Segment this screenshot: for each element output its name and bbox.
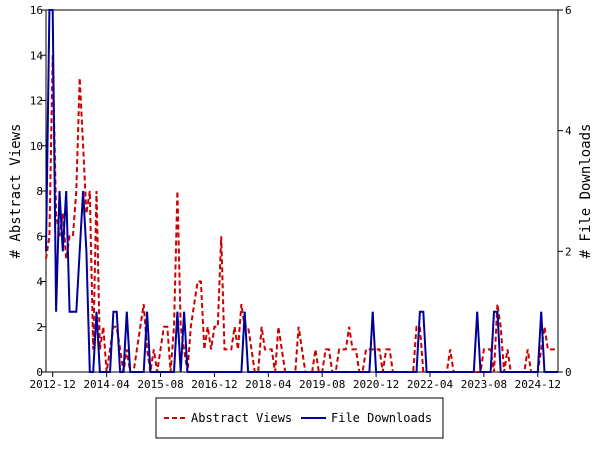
y-right-tick-label: 2: [565, 245, 572, 258]
x-tick-label: 2018-04: [245, 378, 292, 391]
axes-layer: 0 2 4 6 8 10 12 14 16 0 2 4 6 2012-12 2014-04 2015-08 20…: [30, 4, 572, 391]
y-left-tick-label: 2: [36, 321, 43, 334]
y-axis-left-title: # Abstract Views: [8, 124, 24, 259]
y-left-tick-label: 0: [36, 366, 43, 379]
y-left-tick-label: 12: [30, 95, 43, 108]
x-tick-label: 2020-12: [353, 378, 399, 391]
x-tick-label: 2023-08: [461, 378, 507, 391]
y-left-tick-label: 16: [30, 4, 43, 17]
series-layer: [45, 9, 558, 373]
y-left-tick-label: 10: [30, 140, 43, 153]
y-left-tick-label: 14: [30, 49, 44, 62]
y-axis-right-title: # File Downloads: [578, 124, 594, 259]
y-left-tick-label: 4: [36, 276, 43, 289]
y-left-tick-label: 8: [36, 185, 43, 198]
legend-label-file-downloads: File Downloads: [331, 411, 432, 425]
x-tick-label: 2024-12: [515, 378, 561, 391]
x-tick-label: 2012-12: [30, 378, 76, 391]
legend-box: [155, 397, 444, 439]
plot-area: [45, 9, 559, 373]
y-right-tick-label: 0: [565, 366, 572, 379]
x-tick-label: 2022-04: [407, 378, 454, 391]
series-line-file-downloads: [45, 9, 558, 373]
x-tick-label: 2019-08: [299, 378, 345, 391]
legend-label-abstract-views: Abstract Views: [191, 411, 292, 425]
x-tick-label: 2014-04: [83, 378, 130, 391]
plot-frame: [45, 9, 559, 373]
x-tick-label: 2015-08: [137, 378, 183, 391]
x-tick-label: 2016-12: [191, 378, 237, 391]
y-left-tick-label: 6: [36, 230, 43, 243]
legend: Abstract Views File Downloads: [155, 397, 444, 439]
y-right-tick-label: 4: [565, 125, 572, 138]
y-right-tick-label: 6: [565, 4, 572, 17]
